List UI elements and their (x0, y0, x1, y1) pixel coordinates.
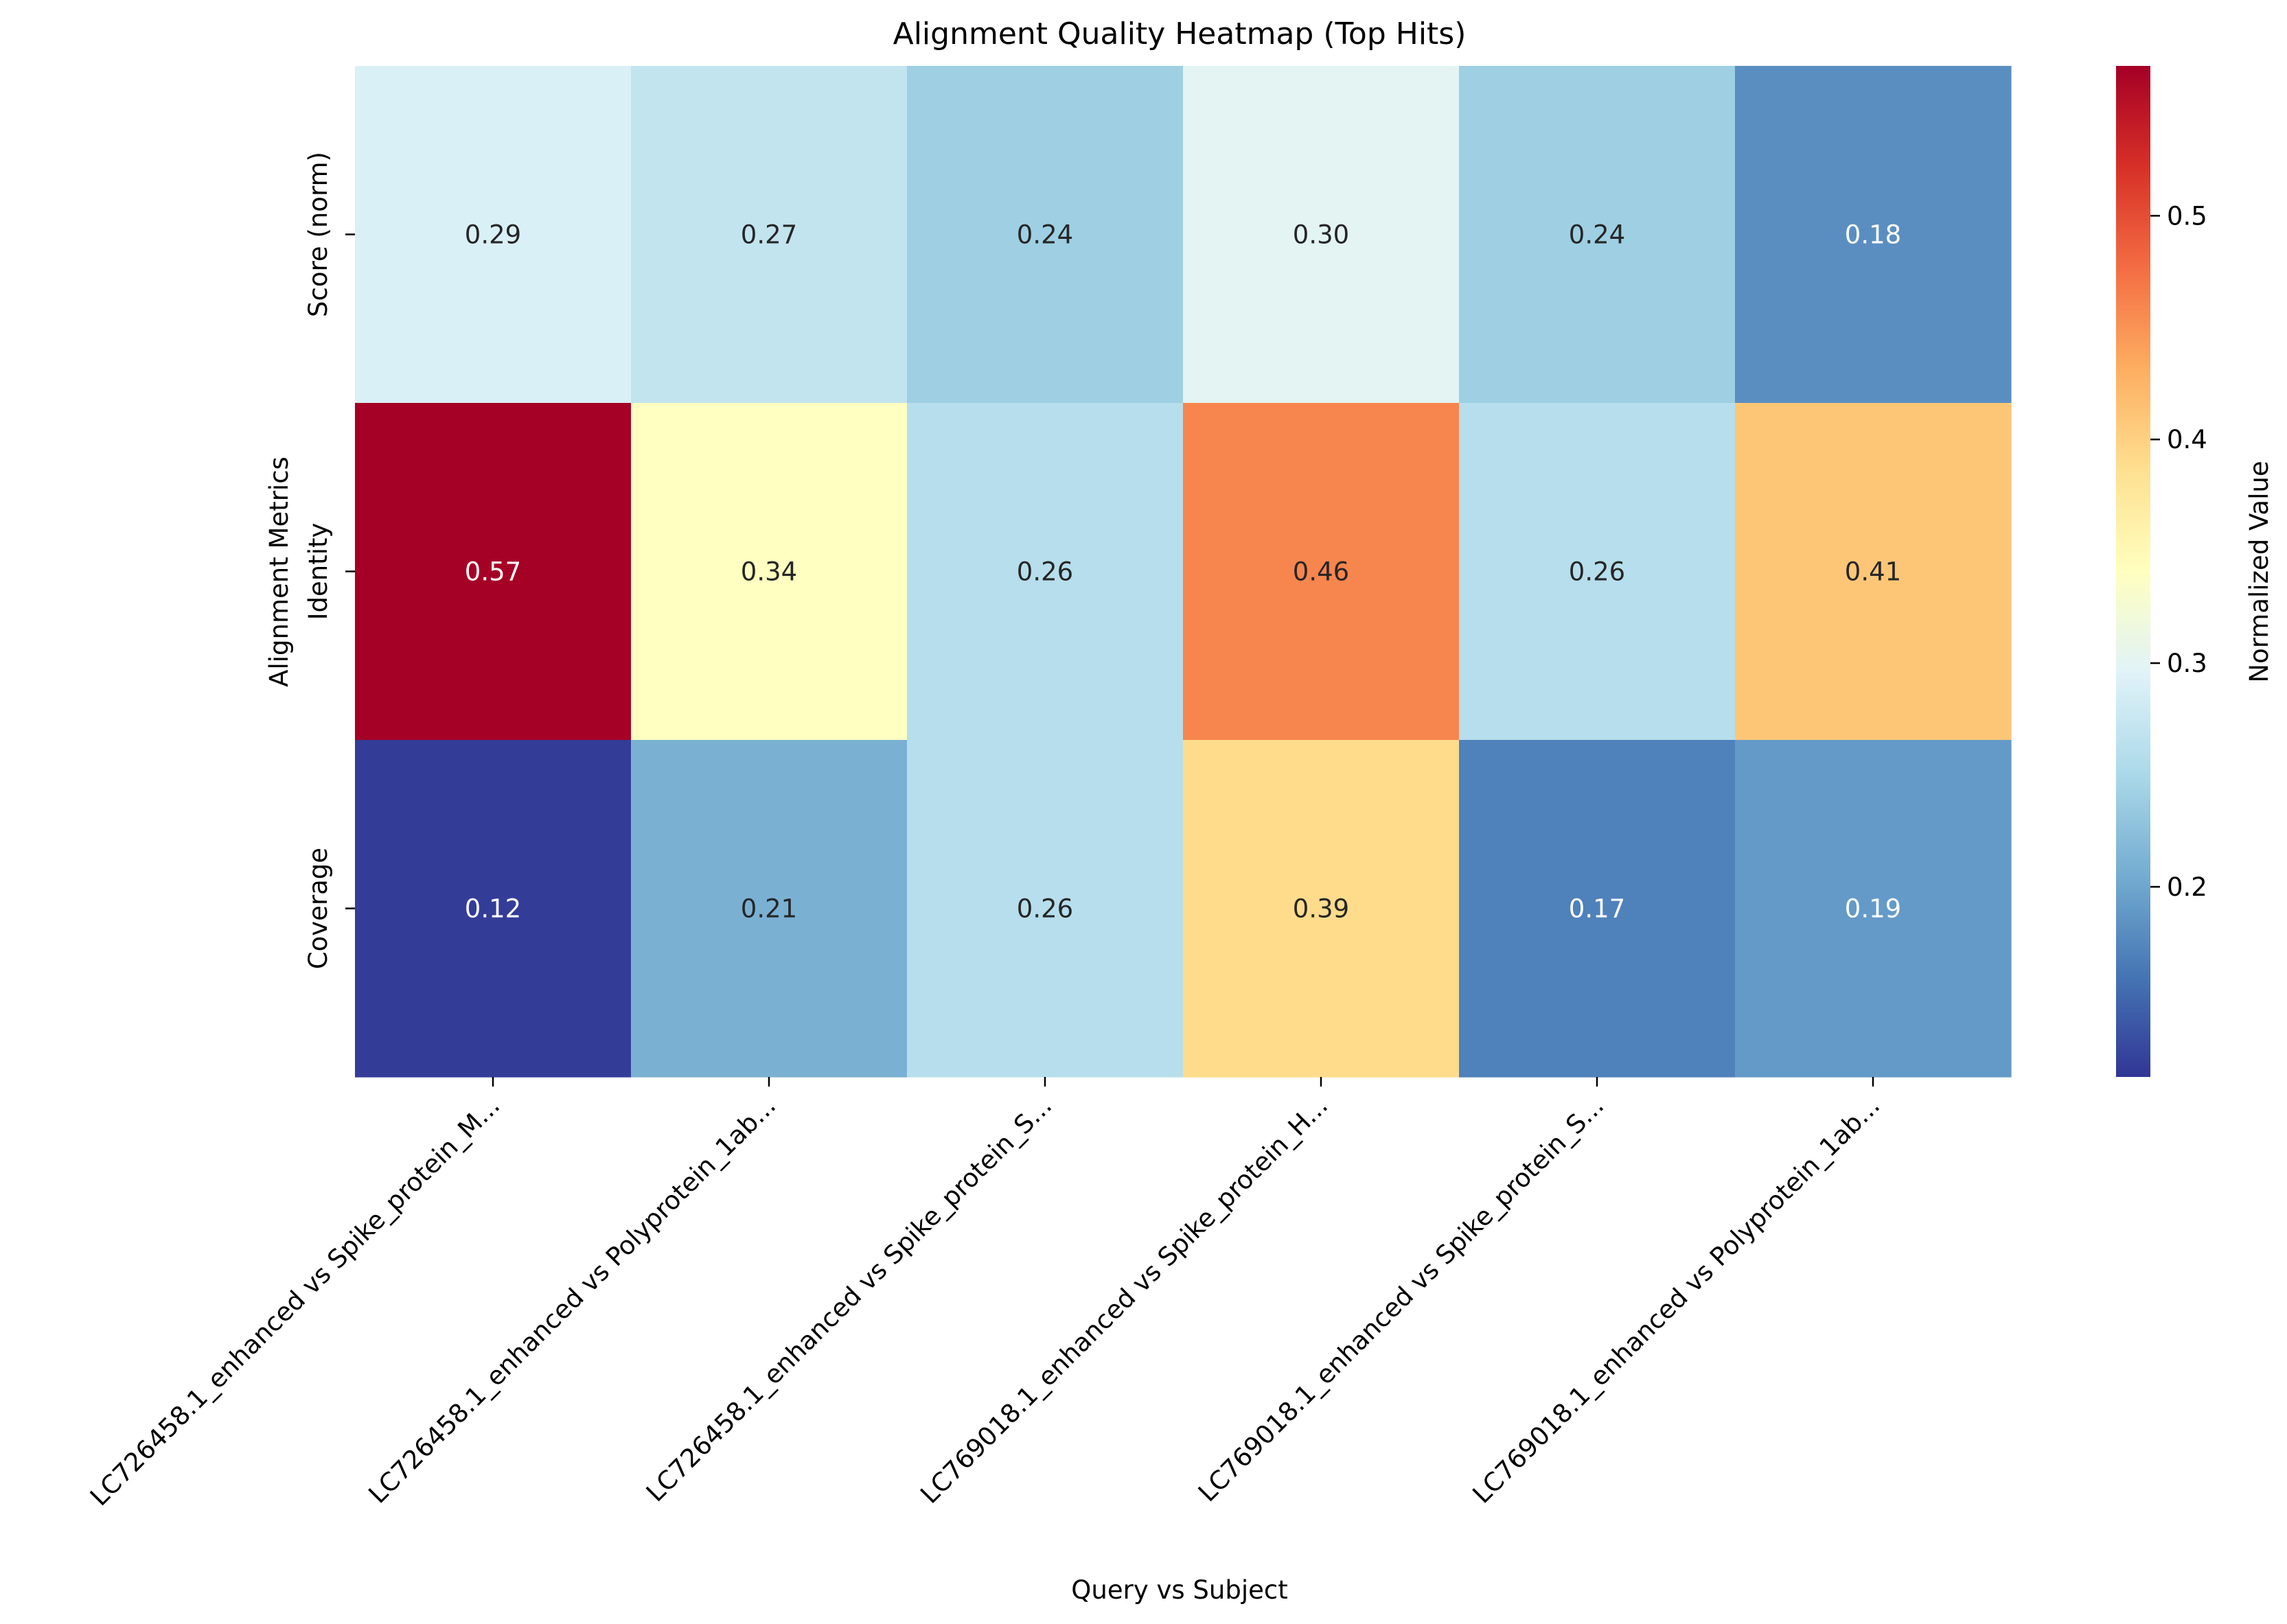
heatmap-cell (1735, 403, 2012, 741)
cell-value-label: 0.27 (741, 220, 797, 250)
heatmap-cell (355, 66, 632, 404)
heatmap-cell (1459, 66, 1736, 404)
heatmap-cell (631, 66, 908, 404)
heatmap-cell (355, 403, 632, 741)
cell-value-label: 0.12 (465, 894, 521, 924)
cell-value-label: 0.41 (1845, 557, 1901, 587)
heatmap-cell (1735, 740, 2012, 1078)
cell-value-label: 0.18 (1845, 220, 1901, 250)
cell-value-label: 0.24 (1017, 220, 1073, 250)
cell-value-label: 0.26 (1017, 557, 1073, 587)
heatmap-cell (907, 403, 1184, 741)
y-axis-label: Alignment Metrics (264, 456, 294, 687)
chart-title: Alignment Quality Heatmap (Top Hits) (893, 16, 1467, 51)
cell-value-label: 0.30 (1293, 220, 1349, 250)
cell-value-label: 0.39 (1293, 894, 1349, 924)
colorbar: 0.2 0.3 0.4 0.5 (2116, 66, 2207, 1077)
cell-value-label: 0.46 (1293, 557, 1349, 587)
cell-value-label: 0.17 (1569, 894, 1625, 924)
heatmap-cell (355, 740, 632, 1078)
heatmap-cell (1183, 66, 1460, 404)
cell-value-label: 0.29 (465, 220, 521, 250)
heatmap-cell (1459, 403, 1736, 741)
y-tick-label: Score (norm) (303, 152, 333, 317)
heatmap-cell (907, 740, 1184, 1078)
colorbar-label: Normalized Value (2244, 461, 2274, 682)
cell-value-label: 0.26 (1017, 894, 1073, 924)
y-tick-label: Coverage (303, 848, 333, 969)
heatmap-cell (631, 740, 908, 1078)
y-tick-label: Identity (303, 523, 333, 620)
y-axis: Score (norm) Identity Coverage (303, 152, 355, 969)
heatmap-cell (1735, 66, 2012, 404)
x-axis-label: Query vs Subject (1071, 1575, 1287, 1605)
heatmap-cell (631, 403, 908, 741)
heatmap-cell (1183, 740, 1460, 1078)
cell-value-label: 0.57 (465, 557, 521, 587)
cell-value-label: 0.34 (741, 557, 797, 587)
colorbar-tick-label: 0.5 (2167, 201, 2207, 231)
x-axis: LC726458.1_enhanced vs Spike_protein_M..… (84, 1077, 1885, 1511)
heatmap-cell (907, 66, 1184, 404)
cell-value-label: 0.19 (1845, 894, 1901, 924)
heatmap-grid: 0.29 0.27 0.24 0.30 0.24 0.18 0.57 0.34 0.26 0.46… (355, 66, 2012, 1078)
cell-value-label: 0.24 (1569, 220, 1625, 250)
colorbar-tick-label: 0.2 (2167, 872, 2207, 902)
heatmap-cell (1459, 740, 1736, 1078)
cell-value-label: 0.21 (741, 894, 797, 924)
heatmap-cell (1183, 403, 1460, 741)
colorbar-gradient (2116, 66, 2150, 1077)
cell-value-label: 0.26 (1569, 557, 1625, 587)
colorbar-tick-label: 0.3 (2167, 649, 2207, 678)
colorbar-tick-label: 0.4 (2167, 425, 2207, 454)
